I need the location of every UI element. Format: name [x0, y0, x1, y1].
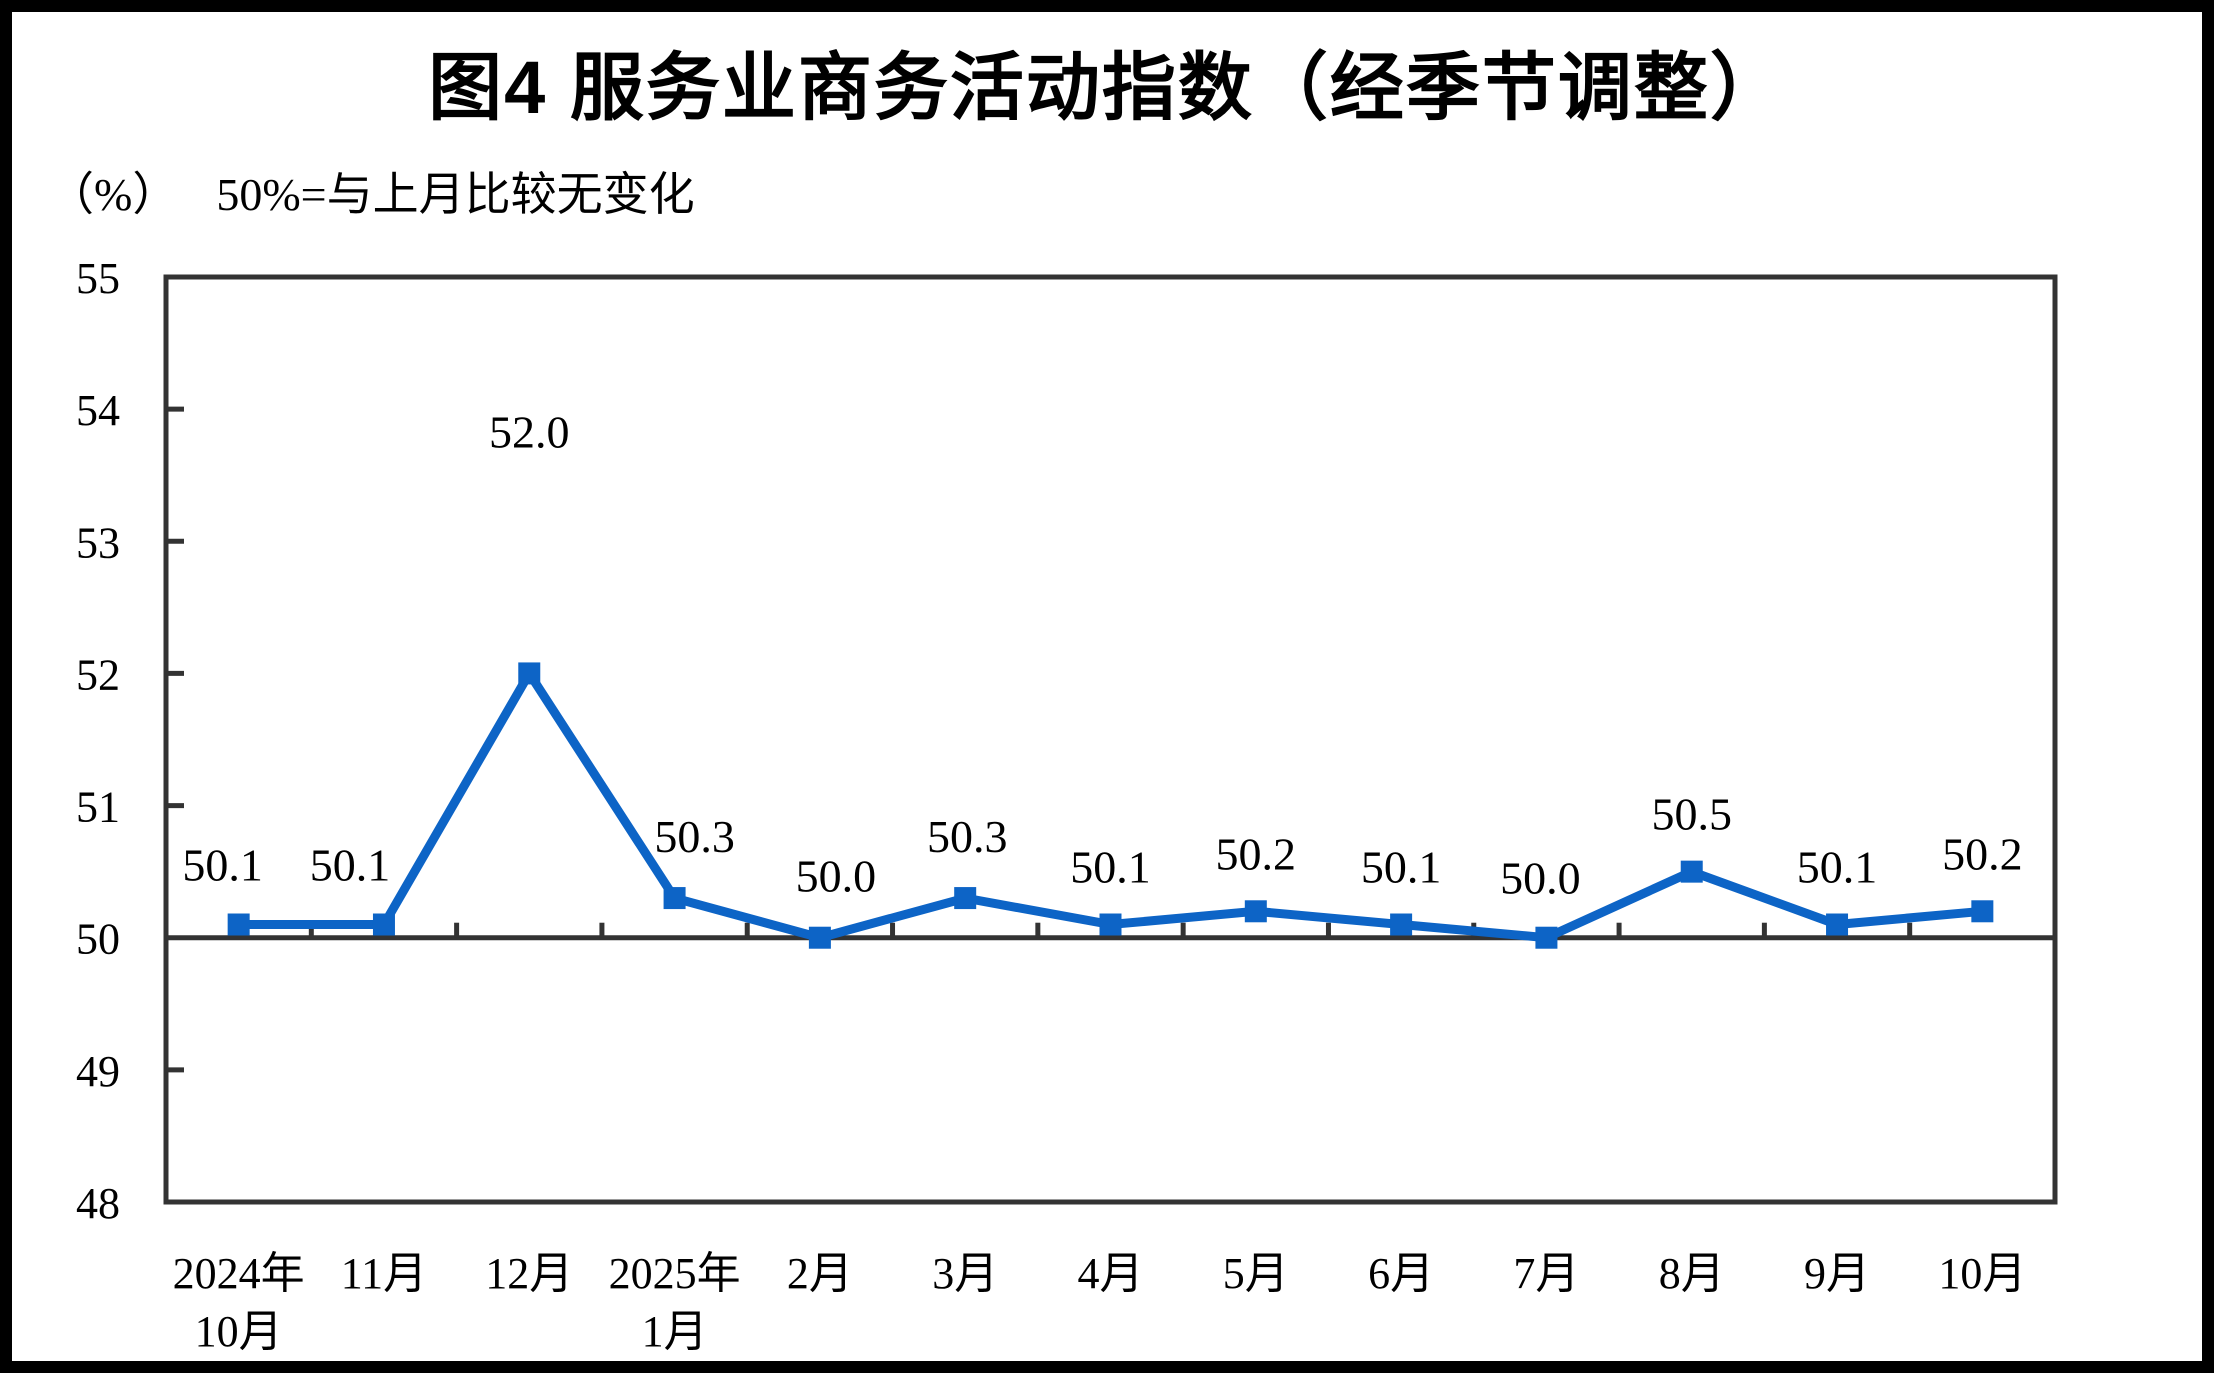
- data-point-marker: [808, 926, 831, 949]
- data-point-marker: [227, 913, 250, 936]
- data-point-label: 50.0: [796, 851, 877, 902]
- x-axis-category-label: 11月: [341, 1249, 427, 1298]
- data-point-label: 50.2: [1942, 828, 2023, 879]
- data-point-marker: [1826, 913, 1849, 936]
- data-point-label: 50.3: [927, 811, 1008, 862]
- x-axis-category-label: 8月: [1659, 1249, 1725, 1298]
- data-point-marker: [1390, 913, 1413, 936]
- data-point-marker: [1535, 926, 1558, 949]
- x-axis-category-label: 4月: [1078, 1249, 1144, 1298]
- data-point-marker: [663, 887, 686, 910]
- y-axis-tick-label: 51: [76, 783, 120, 832]
- plot-frame: [163, 274, 2058, 1205]
- x-axis-category-label: 9月: [1804, 1249, 1870, 1298]
- y-axis-tick-label: 52: [76, 650, 120, 699]
- x-axis-category-label: 10月: [1938, 1249, 2026, 1298]
- data-point-marker: [1680, 860, 1703, 883]
- data-point-marker: [372, 913, 395, 936]
- x-axis-category-label: 7月: [1513, 1249, 1579, 1298]
- data-point-label: 50.5: [1651, 789, 1732, 840]
- data-point-marker: [1244, 900, 1267, 923]
- data-point-marker: [954, 887, 977, 910]
- y-axis-tick-label: 50: [76, 915, 120, 964]
- data-point-label: 50.1: [182, 840, 263, 891]
- data-point-marker: [1099, 913, 1122, 936]
- x-axis-category-label: 5月: [1223, 1249, 1289, 1298]
- y-axis-tick-label: 54: [76, 386, 120, 435]
- chart-subtitle: （%） 50%=与上月比较无变化: [48, 158, 695, 224]
- x-axis-category-label: 6月: [1368, 1249, 1434, 1298]
- data-point-label: 50.3: [654, 811, 735, 862]
- x-axis-category-label: 3月: [932, 1249, 998, 1298]
- data-point-label: 50.2: [1216, 828, 1297, 879]
- data-point-label: 50.1: [1797, 842, 1878, 893]
- y-axis-tick-label: 48: [76, 1179, 120, 1228]
- x-axis-category-label: 12月: [485, 1249, 573, 1298]
- data-point-label: 52.0: [489, 406, 570, 457]
- chart-title: 图4 服务业商务活动指数（经季节调整）: [428, 46, 1786, 129]
- data-point-label: 50.1: [1361, 842, 1442, 893]
- x-axis-category-label: 2月: [787, 1249, 853, 1298]
- y-axis-tick-label: 55: [76, 254, 120, 303]
- data-point-label: 50.1: [310, 840, 391, 891]
- data-point-marker: [518, 662, 541, 685]
- data-point-marker: [1971, 900, 1994, 923]
- y-axis-tick-label: 53: [76, 518, 120, 567]
- x-axis-category-label: 2024年 10月: [173, 1249, 305, 1356]
- y-axis-unit-label: （%）: [48, 169, 179, 220]
- x-axis-category-label: 2025年 1月: [609, 1249, 741, 1356]
- data-point-label: 50.0: [1500, 853, 1581, 904]
- y-axis-tick-label: 49: [76, 1047, 120, 1096]
- baseline-note: 50%=与上月比较无变化: [216, 169, 695, 220]
- data-point-label: 50.1: [1070, 842, 1151, 893]
